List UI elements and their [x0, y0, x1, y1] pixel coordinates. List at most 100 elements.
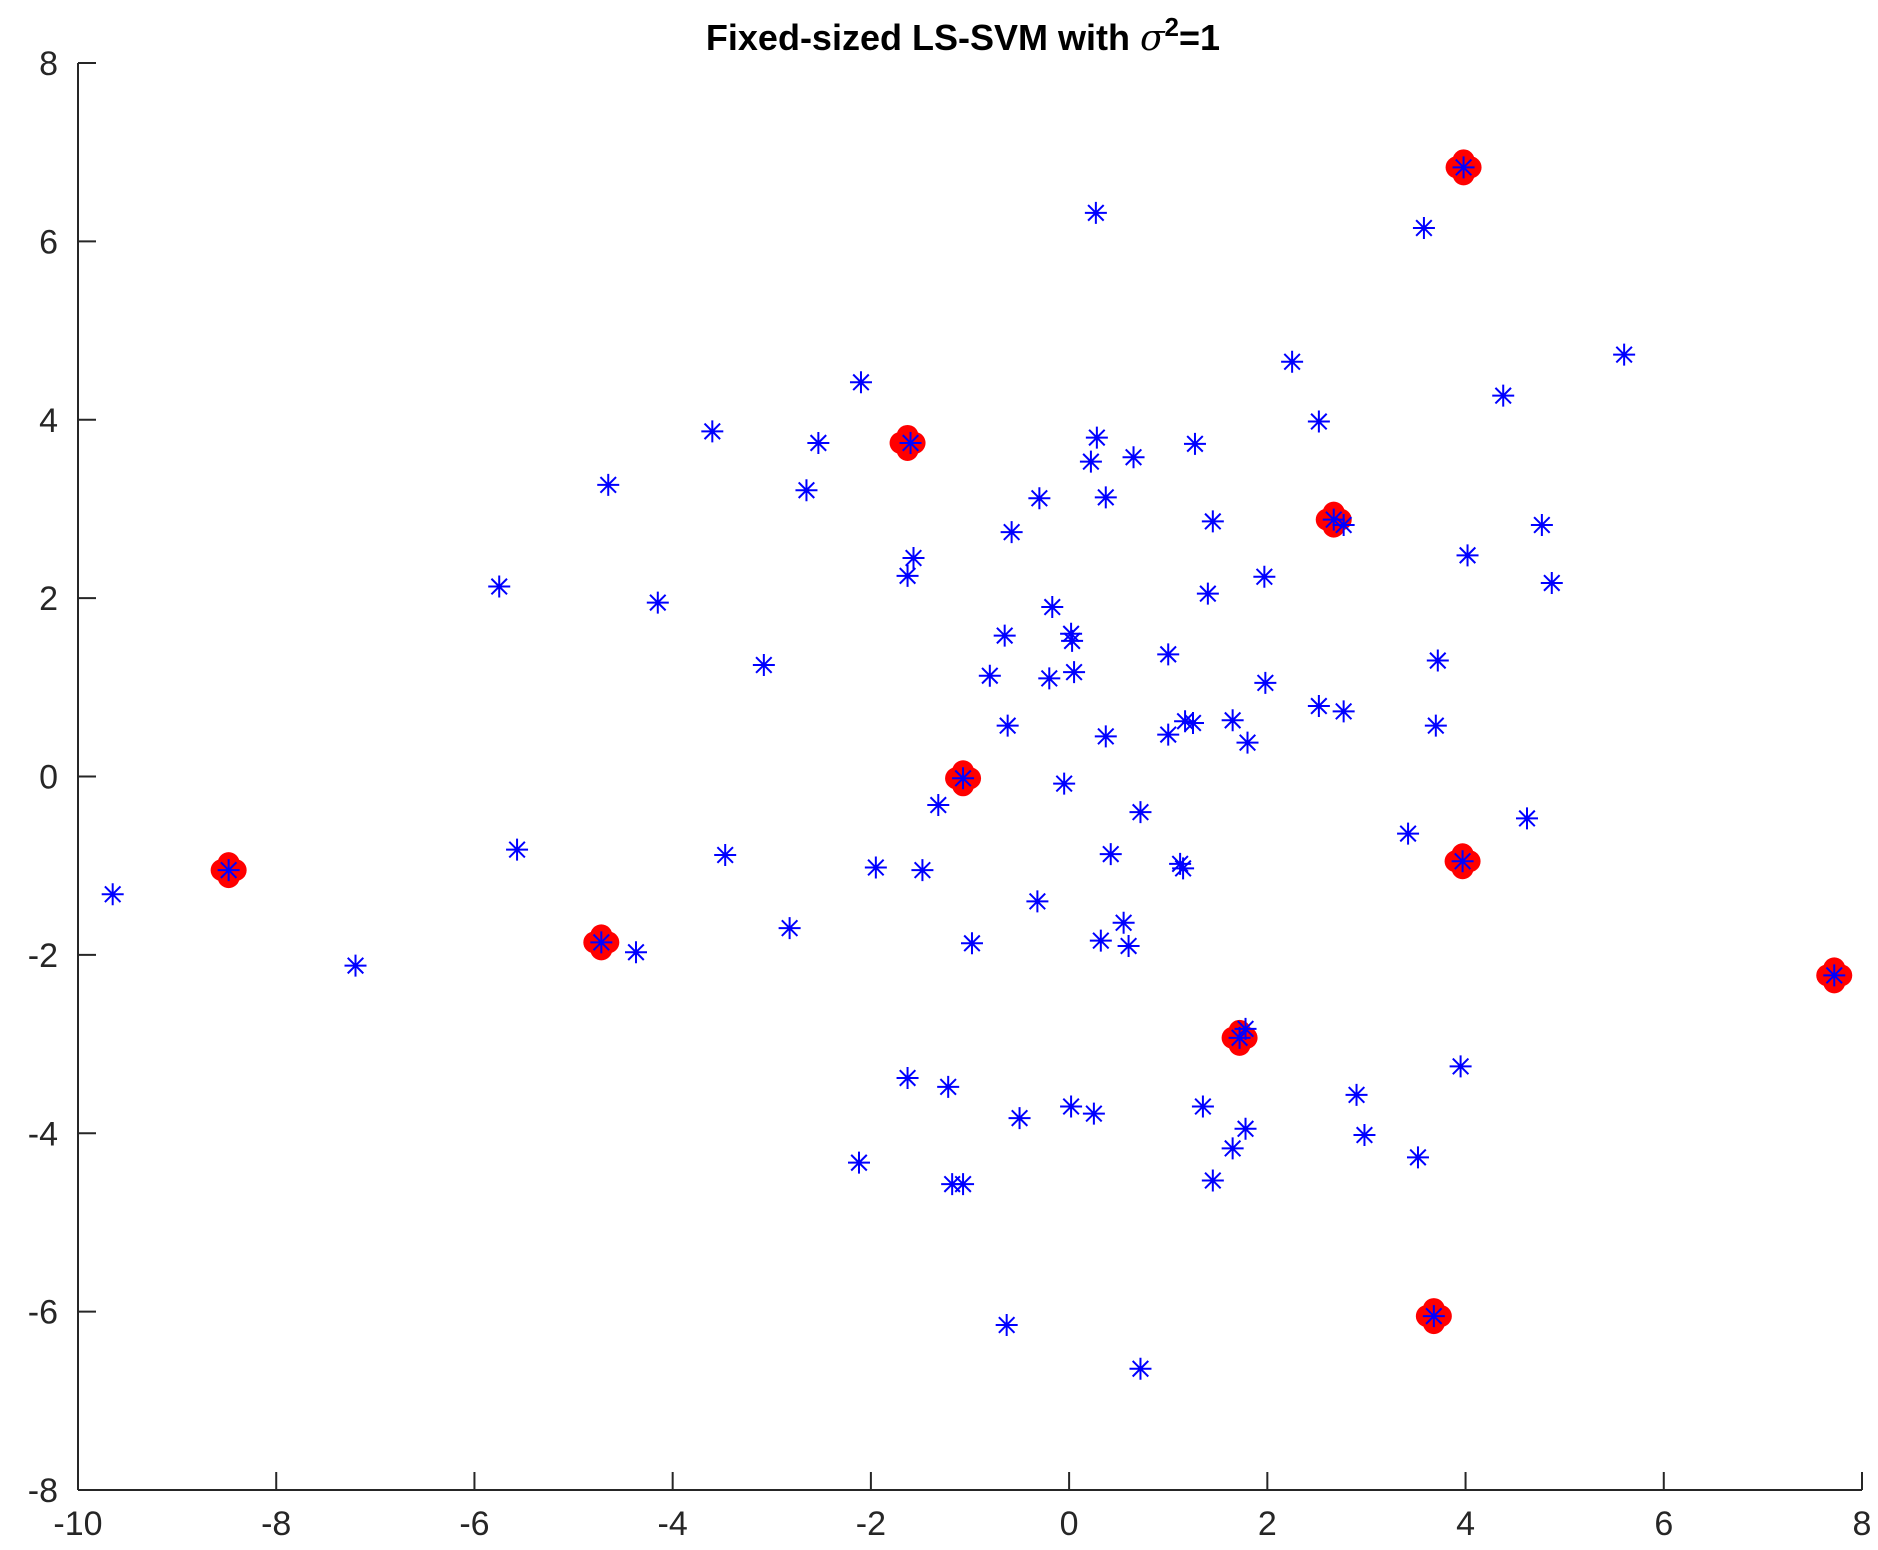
data-point-marker	[1079, 450, 1102, 473]
data-point-marker	[1307, 410, 1330, 433]
data-point-marker	[1082, 1102, 1105, 1125]
data-point-marker	[1201, 1169, 1224, 1192]
data-point-marker	[1008, 1107, 1031, 1130]
data-point-marker	[701, 420, 724, 443]
data-point-marker	[1060, 1095, 1083, 1118]
data-point-marker	[849, 371, 872, 394]
data-point-marker	[597, 473, 620, 496]
data-point-marker	[1221, 709, 1244, 732]
data-point-marker	[1169, 852, 1192, 875]
x-tick-label: 8	[1853, 1505, 1872, 1543]
data-point-marker	[1452, 156, 1475, 179]
data-point-marker	[1053, 772, 1076, 795]
data-point-marker	[978, 664, 1001, 687]
x-tick-label: -10	[53, 1505, 102, 1543]
data-point-marker	[952, 1173, 975, 1196]
data-point-marker	[995, 1314, 1018, 1336]
data-point-marker	[1613, 343, 1636, 366]
data-point-marker	[1322, 508, 1345, 531]
data-point-marker	[1028, 487, 1051, 510]
data-point-marker	[1456, 544, 1479, 567]
data-point-marker	[1530, 513, 1553, 536]
data-point-marker	[1183, 432, 1206, 455]
chart-title: Fixed-sized LS-SVM with σ2=1	[706, 12, 1220, 59]
data-point-marker	[1182, 711, 1204, 734]
data-point-marker	[1094, 725, 1117, 748]
data-point-marker	[1099, 843, 1122, 866]
data-point-marker	[1254, 671, 1277, 694]
data-point-marker	[590, 931, 613, 954]
y-tick-label: -4	[28, 1115, 58, 1153]
data-point-marker	[993, 624, 1016, 647]
data-point-marker	[952, 767, 975, 790]
data-point-marker	[1397, 822, 1420, 845]
y-tick-label: -6	[28, 1294, 58, 1332]
data-point-marker	[1307, 695, 1330, 718]
data-point-marker	[1516, 807, 1538, 830]
data-point-marker	[1426, 649, 1449, 672]
x-tick-label: -2	[856, 1505, 886, 1543]
data-point-marker	[714, 843, 737, 866]
data-point-marker	[488, 575, 511, 598]
data-point-marker	[1412, 216, 1435, 239]
data-point-marker	[847, 1151, 870, 1174]
data-point-marker	[1196, 582, 1219, 605]
data-series-blue	[101, 156, 1846, 1380]
data-point-marker	[1353, 1124, 1376, 1147]
data-point-marker	[911, 859, 934, 882]
data-point-marker	[1063, 661, 1086, 684]
data-point-marker	[217, 859, 240, 882]
data-point-marker	[1122, 446, 1145, 469]
data-point-marker	[1234, 1117, 1257, 1140]
data-point-marker	[752, 654, 775, 677]
data-point-marker	[1157, 643, 1180, 666]
data-point-marker	[1000, 521, 1023, 544]
data-point-marker	[1332, 700, 1355, 723]
data-point-marker	[1094, 486, 1117, 509]
data-point-marker	[1406, 1146, 1429, 1169]
data-point-marker	[506, 838, 529, 861]
data-point-marker	[1540, 571, 1563, 594]
data-point-marker	[1281, 350, 1304, 373]
x-tick-label: -8	[261, 1505, 291, 1543]
y-tick-label: -8	[28, 1472, 58, 1510]
data-point-marker	[1174, 710, 1197, 733]
data-point-marker	[996, 714, 1019, 737]
y-tick-label: -2	[28, 937, 58, 975]
data-point-marker	[624, 941, 647, 964]
data-point-marker	[1191, 1095, 1214, 1118]
y-tick-label: 6	[39, 223, 58, 261]
x-tick-label: -6	[459, 1505, 489, 1543]
data-point-marker	[778, 917, 801, 940]
data-point-marker	[807, 431, 830, 454]
data-point-marker	[896, 1066, 919, 1089]
x-tick-label: 2	[1258, 1505, 1277, 1543]
data-point-marker	[1038, 667, 1061, 690]
data-point-marker	[1157, 723, 1180, 746]
y-tick-label: 2	[39, 580, 58, 618]
x-tick-label: 0	[1060, 1505, 1079, 1543]
data-point-marker	[1089, 929, 1112, 952]
y-tick-label: 4	[39, 402, 58, 440]
data-point-marker	[646, 591, 669, 614]
data-point-marker	[927, 794, 950, 817]
data-point-marker	[1236, 731, 1259, 754]
data-point-marker	[1041, 596, 1064, 619]
data-point-marker	[1345, 1083, 1368, 1106]
chart-title-prefix: Fixed-sized LS-SVM with	[706, 17, 1140, 58]
data-point-marker	[899, 431, 922, 454]
data-point-marker	[1424, 714, 1447, 737]
data-point-marker	[1112, 911, 1135, 934]
data-point-marker	[101, 883, 124, 906]
data-series-red	[210, 149, 1853, 1335]
data-point-marker	[1449, 1055, 1472, 1078]
data-point-marker	[1492, 384, 1515, 407]
data-point-marker	[1061, 629, 1084, 652]
data-point-marker	[1234, 1017, 1257, 1040]
data-point-marker	[344, 954, 367, 977]
x-tick-label: -4	[658, 1505, 688, 1543]
data-point-marker	[937, 1075, 960, 1098]
data-point-marker	[896, 564, 919, 587]
